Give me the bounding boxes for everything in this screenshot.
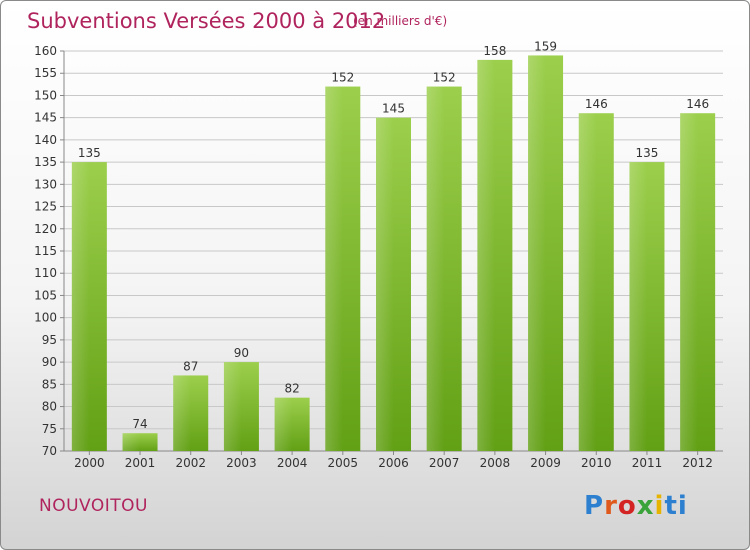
y-tick-label: 115: [34, 244, 57, 258]
data-label: 152: [433, 71, 456, 85]
x-tick-label: 2011: [632, 456, 663, 470]
x-tick-label: 2007: [429, 456, 460, 470]
x-tick-label: 2002: [175, 456, 206, 470]
x-tick-labels: 2000 2001 2002 2003 2004 2005 2006 2007 2008 2009…: [74, 456, 713, 470]
data-label: 146: [686, 97, 709, 111]
logo-letter: P: [584, 491, 605, 521]
data-label: 135: [78, 146, 101, 160]
data-label: 158: [483, 44, 506, 58]
bars: [71, 55, 716, 452]
logo-letter: r: [604, 491, 618, 521]
x-tick-label: 2000: [74, 456, 105, 470]
data-label: 152: [331, 71, 354, 85]
data-label: 159: [534, 39, 557, 53]
y-tick-label: 150: [34, 88, 57, 102]
x-tick-label: 2012: [682, 456, 713, 470]
bar-highlight: [376, 117, 394, 452]
y-tick-labels: 70 75 80 85 90 95 100 105 110 115 120 125 130 135 140 1…: [34, 44, 57, 458]
y-tick-label: 105: [34, 288, 57, 302]
bar-highlight: [680, 113, 698, 451]
bar-highlight: [426, 86, 445, 452]
y-tick-label: 140: [34, 133, 57, 147]
y-tick-label: 160: [34, 44, 57, 58]
x-tick-label: 2001: [125, 456, 156, 470]
commune-name: NOUVOITOU: [39, 496, 148, 516]
data-label: 145: [382, 102, 405, 116]
y-tick-label: 80: [42, 400, 57, 414]
data-label: 82: [284, 382, 299, 396]
y-tick-label: 90: [42, 355, 57, 369]
data-label: 90: [234, 346, 249, 360]
y-tick-label: 85: [42, 377, 57, 391]
data-label: 87: [183, 359, 198, 373]
logo-letter: o: [617, 491, 637, 521]
x-tick-label: 2005: [328, 456, 359, 470]
bar-highlight: [629, 162, 647, 451]
x-tick-label: 2006: [378, 456, 409, 470]
x-tick-label: 2008: [480, 456, 511, 470]
bar-highlight: [528, 55, 546, 451]
chart-title: Subventions Versées 2000 à 2012: [27, 9, 386, 33]
logo-letter: i: [654, 491, 665, 521]
y-tick-label: 145: [34, 111, 57, 125]
y-tick-label: 75: [42, 422, 57, 436]
bar-highlight: [71, 162, 90, 451]
data-label: 74: [132, 417, 147, 431]
logo-letter: x: [636, 491, 655, 521]
y-tick-label: 70: [42, 444, 57, 458]
bar-highlight: [122, 433, 141, 451]
proxiti-logo[interactable]: Proxiti: [584, 491, 688, 521]
y-tick-label: 110: [34, 266, 57, 280]
x-tick-label: 2010: [581, 456, 612, 470]
bar-highlight: [274, 397, 293, 451]
y-tick-label: 155: [34, 66, 57, 80]
data-label: 135: [636, 146, 659, 160]
bar-highlight: [325, 86, 343, 452]
x-tick-label: 2003: [226, 456, 257, 470]
y-tick-label: 120: [34, 222, 57, 236]
bar-highlight: [477, 59, 495, 452]
chart-unit-note: (en milliers d'€): [353, 14, 448, 28]
bar-highlight: [223, 362, 242, 451]
y-tick-label: 135: [34, 155, 57, 169]
y-tick-label: 125: [34, 200, 57, 214]
y-tick-label: 100: [34, 311, 57, 325]
data-label: 146: [585, 97, 608, 111]
bar-highlight: [173, 375, 191, 451]
y-tick-label: 95: [42, 333, 57, 347]
y-tick-label: 130: [34, 177, 57, 191]
logo-letter: i: [677, 491, 688, 521]
data-labels: 135 74 87 90 82 152 145 152 158 159 146 135 146: [78, 39, 709, 431]
x-tick-label: 2009: [530, 456, 561, 470]
bar-highlight: [578, 113, 597, 451]
x-tick-label: 2004: [277, 456, 308, 470]
logo-letter: t: [664, 491, 678, 521]
